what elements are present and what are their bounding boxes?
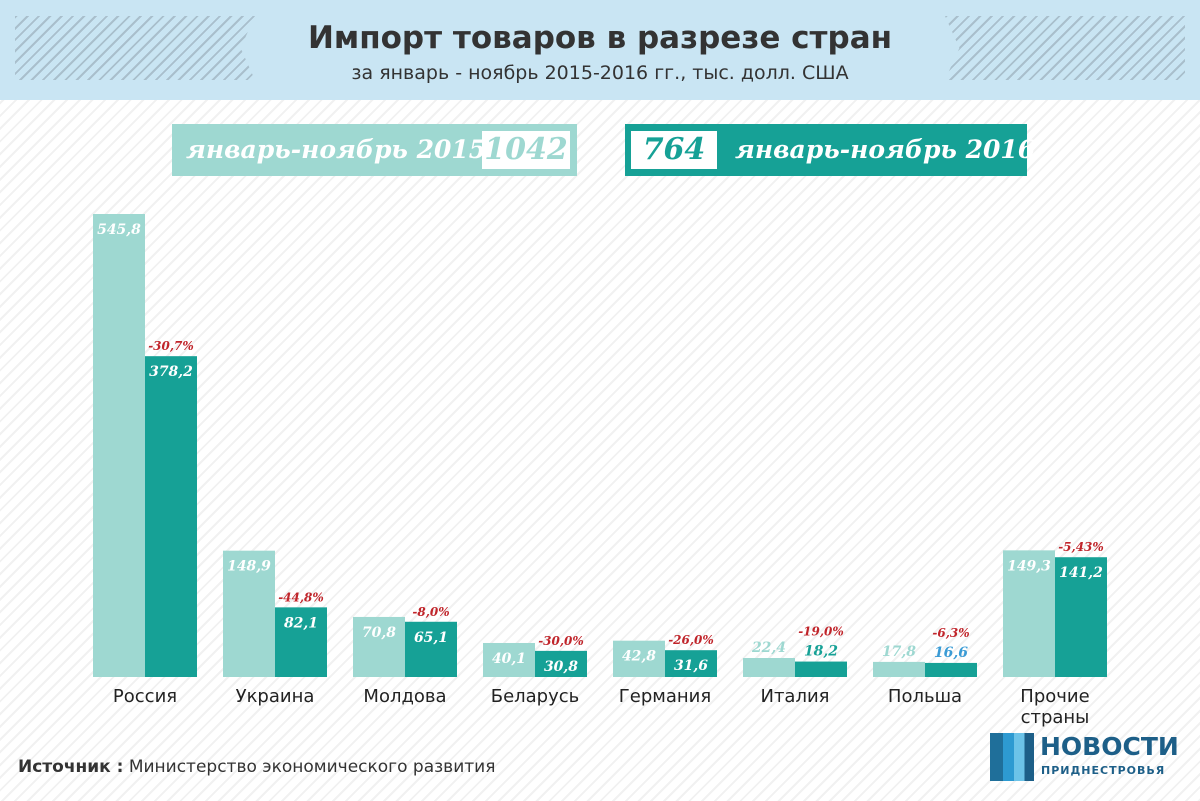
source-label: Источник : xyxy=(18,757,124,777)
hatch-decoration-right xyxy=(945,16,1185,80)
category-label: Беларусь xyxy=(491,686,580,707)
legend-2015-label: январь-ноябрь 2015 xyxy=(186,135,487,164)
bar-2015 xyxy=(613,640,665,677)
bar-2016 xyxy=(535,650,587,677)
data-label-2016: 16,6 xyxy=(934,645,968,661)
data-label-2015: 148,9 xyxy=(227,559,271,575)
change-label: -30,7% xyxy=(148,339,194,353)
change-label: -6,3% xyxy=(932,626,969,640)
bar-2016 xyxy=(275,607,327,677)
bar-2016 xyxy=(665,650,717,677)
legend-2015-total: 1042 xyxy=(482,131,570,169)
change-label: -30,0% xyxy=(538,634,584,648)
data-label-2015: 545,8 xyxy=(97,222,141,238)
bar-2015 xyxy=(873,661,925,677)
change-label: -8,0% xyxy=(412,605,449,619)
data-label-2015: 40,1 xyxy=(492,651,526,667)
category-label: страны xyxy=(1021,707,1090,728)
data-label-2016: 65,1 xyxy=(414,630,448,646)
data-label-2015: 22,4 xyxy=(751,640,786,656)
category-label: Италия xyxy=(760,686,829,707)
logo-subtitle: ПРИДНЕСТРОВЬЯ xyxy=(1041,764,1166,777)
bar-2015 xyxy=(223,550,275,677)
bar-2016 xyxy=(405,621,457,677)
bar-2016 xyxy=(145,356,197,677)
bar-2015 xyxy=(93,214,145,677)
logo-mark-icon xyxy=(990,733,1034,781)
category-label: Германия xyxy=(619,686,711,707)
header-banner: Импорт товаров в разрезе стран за январь… xyxy=(0,0,1200,100)
category-label: Россия xyxy=(113,686,177,707)
change-label: -19,0% xyxy=(798,625,844,639)
data-label-2015: 70,8 xyxy=(362,625,396,641)
category-label: Молдова xyxy=(363,686,446,707)
source-note: Источник : Министерство экономического р… xyxy=(18,757,495,777)
data-label-2016: 141,2 xyxy=(1059,565,1103,581)
category-label: Украина xyxy=(236,686,315,707)
bar-2015 xyxy=(1003,550,1055,677)
change-label: -26,0% xyxy=(668,633,714,647)
hatch-decoration-left xyxy=(15,16,255,80)
news-logo: НОВОСТИ ПРИДНЕСТРОВЬЯ xyxy=(990,733,1180,783)
legend-2016: 764 январь-ноябрь 2016 xyxy=(625,124,1035,176)
logo-name: НОВОСТИ xyxy=(1040,732,1179,761)
data-label-2016: 31,6 xyxy=(674,658,708,674)
source-text: Министерство экономического развития xyxy=(128,757,496,777)
data-label-2015: 42,8 xyxy=(622,649,656,665)
category-label: Польша xyxy=(888,686,962,707)
change-label: -44,8% xyxy=(278,590,324,604)
chart-subtitle: за январь - ноябрь 2015-2016 гг., тыс. д… xyxy=(351,62,849,84)
data-label-2016: 378,2 xyxy=(149,364,193,380)
bar-2015 xyxy=(483,642,535,677)
bar-2015 xyxy=(743,657,795,677)
data-label-2015: 17,8 xyxy=(882,644,916,660)
category-label: Прочие xyxy=(1020,686,1089,707)
change-label: -5,43% xyxy=(1058,540,1104,554)
data-label-2016: 30,8 xyxy=(544,659,578,675)
chart-title: Импорт товаров в разрезе стран xyxy=(307,20,893,56)
bar-2016 xyxy=(795,661,847,677)
data-label-2016: 18,2 xyxy=(804,644,838,660)
data-label-2015: 149,3 xyxy=(1007,558,1051,574)
bar-2015 xyxy=(353,616,405,677)
legend-2015: январь-ноябрь 2015 1042 xyxy=(172,124,577,176)
legend-2016-label: январь-ноябрь 2016 xyxy=(735,135,1036,164)
bar-2016 xyxy=(925,662,977,677)
data-label-2016: 82,1 xyxy=(284,615,318,631)
bar-2016 xyxy=(1055,557,1107,677)
legend-2016-total: 764 xyxy=(631,131,717,169)
